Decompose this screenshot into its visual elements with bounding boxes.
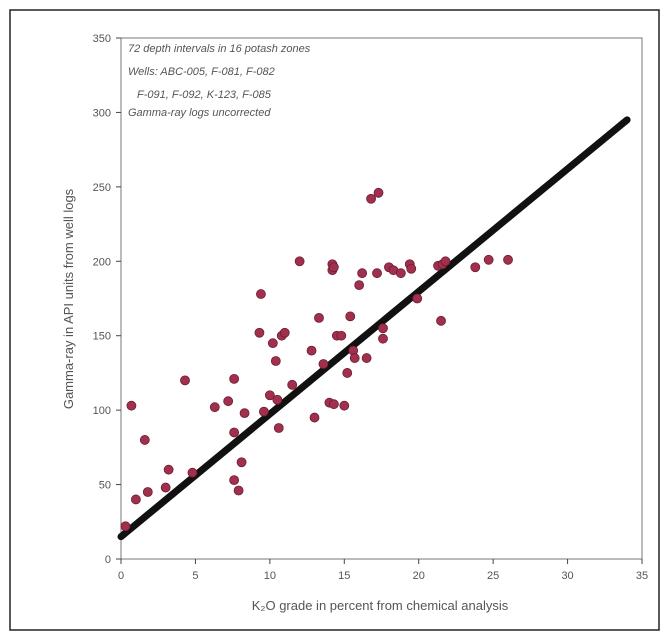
x-tick-label: 5 — [192, 570, 198, 582]
data-point — [318, 359, 329, 369]
data-point — [342, 368, 353, 378]
data-point — [142, 487, 153, 497]
trend-line — [117, 116, 631, 541]
x-axis-ticks: 0 5 10 15 20 25 30 35 — [118, 559, 648, 582]
data-point — [372, 268, 382, 279]
data-point — [272, 394, 283, 405]
data-point — [287, 379, 298, 390]
x-tick-label: 0 — [118, 570, 124, 582]
data-point — [259, 406, 269, 417]
data-point — [406, 263, 417, 274]
x-tick-label: 20 — [413, 570, 425, 582]
data-point — [180, 375, 190, 386]
data-point — [233, 485, 244, 496]
data-point — [361, 353, 372, 363]
data-point — [373, 187, 384, 198]
data-point — [254, 327, 265, 338]
data-point — [273, 423, 284, 433]
x-tick-label: 35 — [636, 570, 648, 582]
x-tick-label: 15 — [338, 570, 350, 582]
y-tick-label: 200 — [93, 256, 111, 268]
data-point — [139, 435, 150, 445]
annotation-line-4: Gamma-ray logs uncorrected — [128, 107, 271, 119]
data-point — [163, 464, 174, 475]
data-point — [357, 268, 368, 279]
data-point — [436, 315, 446, 326]
data-point — [378, 333, 388, 344]
data-point — [354, 280, 365, 291]
data-point — [256, 289, 266, 299]
data-point — [229, 373, 240, 384]
data-point — [160, 482, 171, 493]
data-point — [223, 396, 234, 407]
y-tick-label: 300 — [93, 107, 111, 119]
y-tick-label: 100 — [93, 405, 111, 417]
data-point — [126, 400, 137, 411]
data-point — [294, 256, 305, 267]
x-axis-title: K₂O grade in percent from chemical analy… — [252, 598, 509, 613]
data-point — [309, 412, 320, 423]
data-point — [378, 323, 388, 334]
y-tick-label: 150 — [93, 331, 111, 343]
y-axis-title: Gamma-ray in API units from well logs — [61, 188, 76, 409]
data-points-layer — [120, 187, 513, 532]
data-point — [264, 390, 275, 401]
trend-line-layer — [117, 116, 631, 541]
data-point — [349, 353, 360, 363]
data-point — [345, 311, 356, 322]
data-point — [440, 256, 451, 267]
data-point — [328, 399, 339, 410]
data-point — [339, 400, 350, 411]
outer-border — [9, 9, 660, 631]
data-point — [209, 402, 220, 413]
data-point — [328, 262, 339, 273]
data-point — [267, 338, 278, 349]
plot-area-border — [120, 37, 643, 560]
data-point — [229, 427, 240, 438]
annotation-line-2: Wells: ABC-005, F-081, F-082 — [128, 66, 275, 78]
data-point — [366, 193, 376, 204]
y-axis-ticks: 0 50 100 150 200 250 300 350 — [93, 33, 121, 566]
y-tick-label: 350 — [93, 33, 111, 45]
data-point — [229, 475, 240, 486]
data-point — [395, 268, 406, 279]
data-point — [236, 457, 247, 468]
annotation-line-3: F-091, F-092, K-123, F-085 — [137, 89, 272, 101]
x-tick-label: 10 — [264, 570, 276, 582]
data-point — [470, 262, 481, 273]
data-point — [336, 330, 347, 341]
data-point — [239, 408, 250, 419]
annotation-line-1: 72 depth intervals in 16 potash zones — [128, 43, 311, 55]
data-point — [279, 327, 290, 338]
x-tick-label: 30 — [561, 570, 573, 582]
data-point — [120, 521, 131, 532]
y-tick-label: 0 — [105, 554, 111, 566]
y-tick-label: 250 — [93, 182, 111, 194]
y-tick-label: 50 — [99, 480, 111, 492]
data-point — [130, 494, 141, 505]
data-point — [314, 312, 324, 323]
data-point — [306, 345, 317, 356]
data-point — [187, 467, 198, 478]
data-point — [483, 254, 494, 265]
data-point — [270, 356, 281, 366]
x-tick-label: 25 — [487, 570, 499, 582]
data-point — [412, 293, 423, 304]
data-point — [503, 254, 513, 265]
